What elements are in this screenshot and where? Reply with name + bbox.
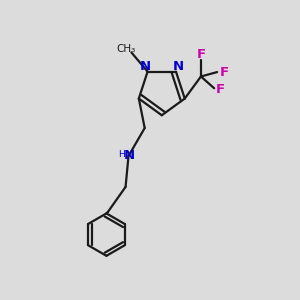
Text: CH₃: CH₃ [116,44,136,54]
Text: F: F [220,66,229,79]
Text: F: F [216,83,225,96]
Text: N: N [124,149,135,163]
Text: N: N [140,60,151,73]
Text: N: N [173,60,184,73]
Text: F: F [196,48,206,61]
Text: H: H [118,150,124,159]
